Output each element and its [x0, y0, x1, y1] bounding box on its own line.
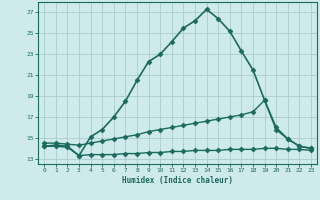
X-axis label: Humidex (Indice chaleur): Humidex (Indice chaleur): [122, 176, 233, 185]
